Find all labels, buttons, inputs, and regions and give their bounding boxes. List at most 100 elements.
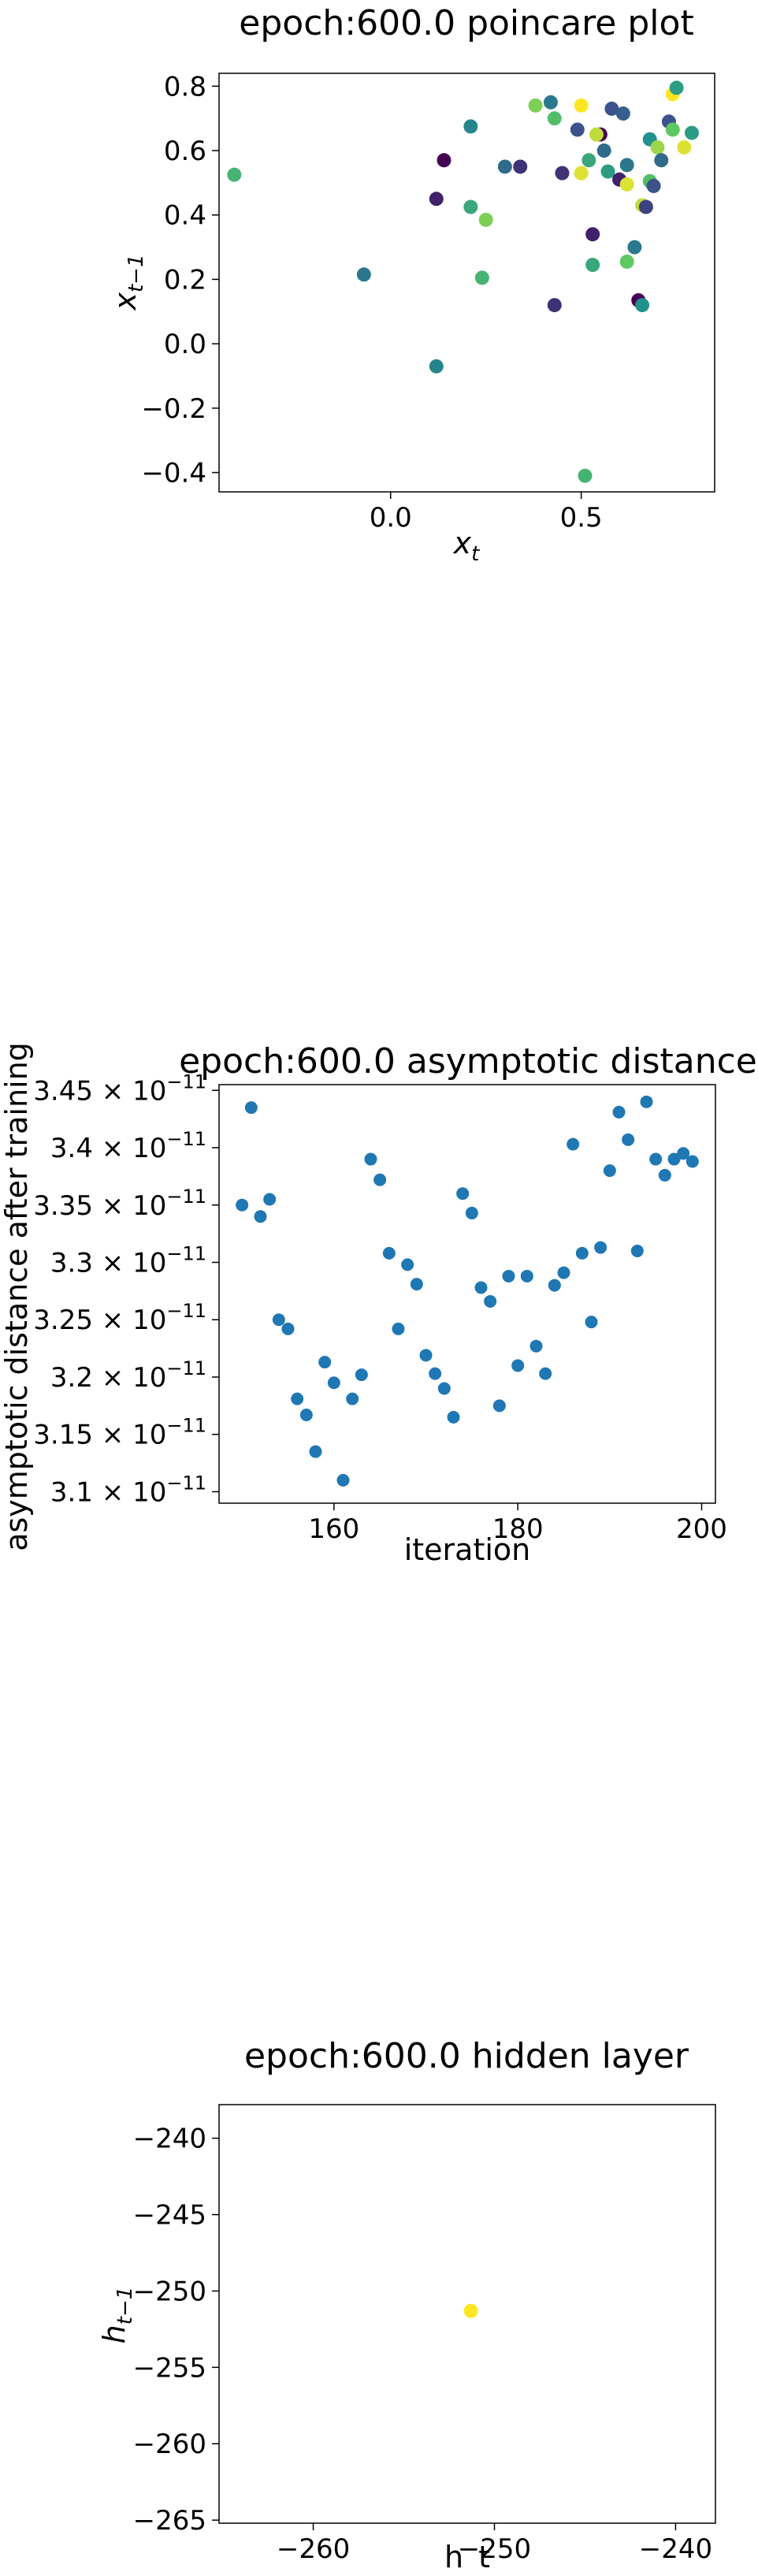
x-tick-label: 0.0 [370, 502, 412, 534]
asymptotic-distance-chart: epoch:600.0 asymptotic distance 160 180 20… [0, 1041, 757, 1567]
data-point [364, 1152, 377, 1166]
data-point [263, 1193, 277, 1206]
data-point [382, 1246, 396, 1260]
data-point [437, 153, 451, 168]
data-point [410, 1278, 423, 1291]
data-point [227, 167, 242, 182]
data-point [622, 1133, 635, 1146]
data-point [513, 159, 528, 174]
data-point [654, 153, 669, 168]
data-point [600, 164, 615, 179]
data-point [497, 159, 512, 174]
data-point [665, 122, 680, 137]
data-point [492, 1399, 506, 1413]
y-ticks: 3.1 × 10−11 3.15 × 10−11 3.2 × 10−11 3.25 ×… [33, 1070, 219, 1508]
data-point [582, 153, 596, 168]
x-axis-label: h_t [444, 2540, 490, 2570]
data-point [437, 1382, 451, 1395]
data-point [502, 1269, 515, 1282]
data-point [589, 127, 604, 142]
y-tick-label: −260 [133, 2429, 206, 2460]
data-point [667, 1152, 681, 1166]
points [463, 2303, 478, 2318]
data-point [478, 212, 493, 227]
data-point [529, 1339, 543, 1353]
y-tick-label: −0.4 [141, 457, 206, 489]
data-point [429, 1367, 442, 1380]
y-tick-label: −250 [133, 2276, 206, 2307]
data-point [272, 1313, 285, 1327]
x-tick-label: −240 [639, 2533, 712, 2565]
y-tick-label: 3.25 × 10−11 [33, 1300, 206, 1336]
data-point [646, 178, 661, 193]
data-point [619, 254, 634, 269]
data-point [520, 1269, 533, 1282]
plot-frame [218, 73, 715, 493]
data-point [463, 2303, 478, 2318]
y-tick-label: −255 [133, 2352, 206, 2384]
data-point [594, 1241, 608, 1254]
data-point [528, 98, 543, 113]
plot-frame [218, 1084, 716, 1504]
data-point [392, 1322, 405, 1335]
data-point [456, 1187, 470, 1201]
data-point [585, 1316, 598, 1329]
x-tick-label: 180 [492, 1513, 544, 1545]
data-point [578, 468, 593, 483]
data-point [355, 1368, 368, 1382]
y-tick-label: −245 [133, 2200, 206, 2232]
data-point [557, 1266, 570, 1279]
data-point [596, 143, 611, 158]
data-point [463, 199, 478, 214]
y-tick-label: 0.0 [164, 329, 206, 360]
data-point [686, 1155, 699, 1168]
data-point [677, 1147, 690, 1160]
data-point [419, 1349, 433, 1362]
data-point [318, 1356, 332, 1369]
y-tick-label: 3.35 × 10−11 [33, 1186, 206, 1222]
y-tick-label: −0.2 [141, 393, 206, 425]
poincare-chart: epoch:600.0 poincare plot 0.0 0.5 −0.4−0.… [108, 3, 715, 566]
data-point [474, 1281, 488, 1294]
data-point [585, 227, 600, 242]
x-axis-label: xt [453, 526, 481, 566]
y-tick-label: 0.8 [164, 71, 206, 102]
chart-title: epoch:600.0 hidden layer [244, 2036, 689, 2076]
x-ticks: 0.0 0.5 [370, 492, 603, 534]
data-point [281, 1322, 295, 1335]
chart-title: epoch:600.0 asymptotic distance [179, 1041, 757, 1081]
data-point [254, 1210, 267, 1223]
data-point [658, 1168, 671, 1182]
data-point [585, 258, 600, 273]
y-tick-label: 3.45 × 10−11 [33, 1070, 206, 1107]
data-point [236, 1198, 249, 1212]
x-ticks: 160 180 200 [308, 1503, 727, 1545]
data-point [619, 158, 634, 173]
points [227, 80, 699, 483]
y-tick-label: 3.1 × 10−11 [50, 1472, 206, 1508]
points [236, 1095, 699, 1487]
x-tick-label: −260 [277, 2533, 350, 2565]
y-tick-label: 0.4 [164, 200, 206, 232]
data-point [373, 1173, 387, 1186]
x-axis-label: iteration [404, 1532, 531, 1567]
plot-frame [218, 2104, 716, 2524]
data-point [429, 359, 444, 374]
data-point [649, 1152, 663, 1166]
y-ticks: −265 −260 −255 −250 −245 −240 [133, 2124, 219, 2537]
data-point [401, 1258, 414, 1271]
data-point [244, 1101, 258, 1115]
data-point [336, 1473, 350, 1487]
hidden-layer-chart: epoch:600.0 hidden layer −260 −250 −240 −2… [97, 2036, 716, 2570]
data-point [630, 1244, 644, 1257]
y-axis-label: asymptotic distance after training [0, 1042, 34, 1551]
data-point [474, 270, 489, 285]
x-tick-label: 160 [308, 1513, 359, 1545]
data-point [638, 199, 653, 214]
data-point [465, 1206, 478, 1219]
x-tick-label: 0.5 [560, 502, 603, 534]
data-point [555, 166, 570, 181]
data-point [603, 1164, 616, 1178]
data-point [299, 1408, 313, 1421]
y-tick-label: 0.2 [164, 264, 206, 296]
